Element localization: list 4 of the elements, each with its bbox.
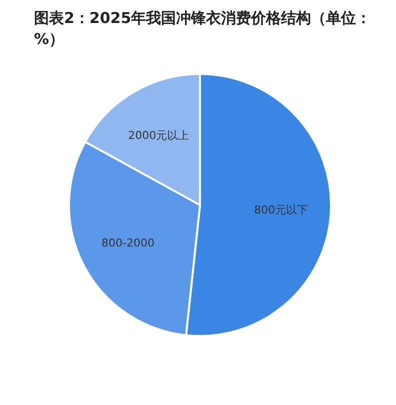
slice-label: 800-2000	[102, 236, 154, 250]
slice-label: 2000元以上	[128, 129, 190, 142]
slice-label: 800元以下	[254, 203, 308, 216]
chart-title: 图表2：2025年我国冲锋衣消费价格结构（单位：%）	[34, 8, 372, 50]
